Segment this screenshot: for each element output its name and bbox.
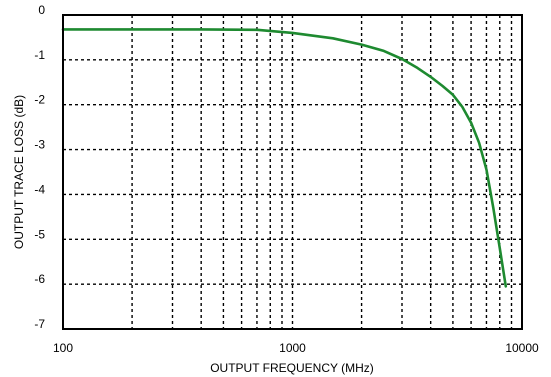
x-tick-label: 100: [53, 341, 73, 355]
y-tick-label: -5: [34, 227, 45, 241]
trace-loss-line: [61, 28, 508, 288]
plot-frame: [62, 14, 523, 330]
y-tick-label: -1: [34, 48, 45, 62]
grid-lines: [63, 15, 522, 329]
x-tick-label: 1000: [279, 341, 306, 355]
y-axis-label: OUTPUT TRACE LOSS (dB): [12, 95, 26, 249]
x-tick-label: 10000: [505, 341, 539, 355]
x-tick-labels: 100 1000 10000: [53, 341, 539, 355]
y-tick-label: -7: [34, 317, 45, 331]
y-tick-label: -6: [34, 272, 45, 286]
y-tick-labels: 0 -1 -2 -3 -4 -5 -6 -7: [34, 3, 45, 331]
series-layer: [61, 28, 508, 288]
y-tick-label: -4: [34, 182, 45, 196]
y-tick-label: -3: [34, 138, 45, 152]
y-tick-label: 0: [38, 3, 45, 17]
y-tick-label: -2: [34, 93, 45, 107]
x-axis-label: OUTPUT FREQUENCY (MHz): [210, 361, 374, 375]
